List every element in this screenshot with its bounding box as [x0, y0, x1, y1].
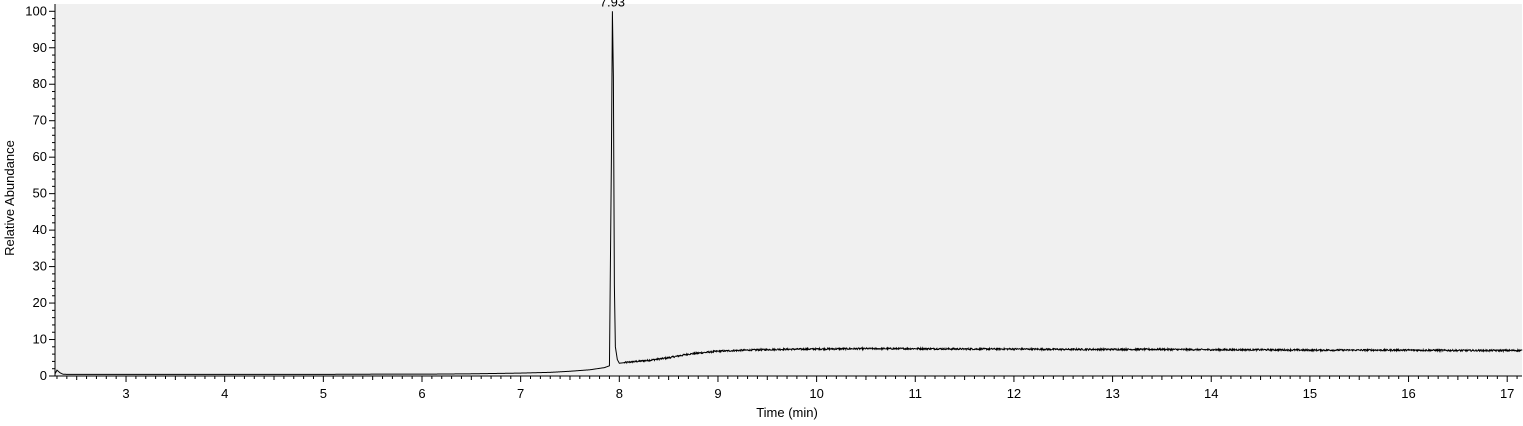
x-axis: 3 4 5 6 7 8 9 10 11 12 13 14 15 16 17 [56, 376, 1518, 401]
y-tick-label: 0 [40, 368, 47, 383]
x-tick-label: 13 [1105, 386, 1119, 401]
y-axis: 0 10 20 30 40 50 60 70 80 90 100 [25, 3, 55, 383]
y-tick-label: 10 [33, 332, 47, 347]
y-tick-label: 60 [33, 149, 47, 164]
x-tick-label: 11 [909, 386, 923, 401]
x-tick-label: 10 [809, 386, 823, 401]
x-tick-label: 3 [122, 386, 129, 401]
y-tick-label: 100 [25, 3, 47, 18]
chromatogram-trace [54, 11, 1523, 375]
x-tick-label: 4 [221, 386, 228, 401]
x-tick-label: 6 [418, 386, 425, 401]
y-tick-label: 90 [33, 40, 47, 55]
x-tick-label: 16 [1401, 386, 1415, 401]
x-tick-label: 15 [1303, 386, 1317, 401]
y-tick-label: 70 [33, 113, 47, 128]
y-tick-label: 20 [33, 295, 47, 310]
y-tick-label: 30 [33, 259, 47, 274]
peak-label: 7.93 [600, 0, 625, 9]
y-tick-label: 80 [33, 76, 47, 91]
x-tick-label: 7 [517, 386, 524, 401]
y-axis-title: Relative Abundance [2, 140, 17, 256]
x-tick-label: 8 [616, 386, 623, 401]
peak-annotations: 7.93 [600, 0, 625, 9]
y-tick-label: 50 [33, 186, 47, 201]
x-tick-label: 14 [1204, 386, 1218, 401]
y-tick-label: 40 [33, 222, 47, 237]
plot-area [55, 4, 1522, 376]
x-tick-label: 12 [1007, 386, 1021, 401]
x-tick-label: 5 [320, 386, 327, 401]
x-tick-label: 17 [1500, 386, 1514, 401]
x-axis-title: Time (min) [756, 405, 818, 420]
x-tick-label: 9 [714, 386, 721, 401]
